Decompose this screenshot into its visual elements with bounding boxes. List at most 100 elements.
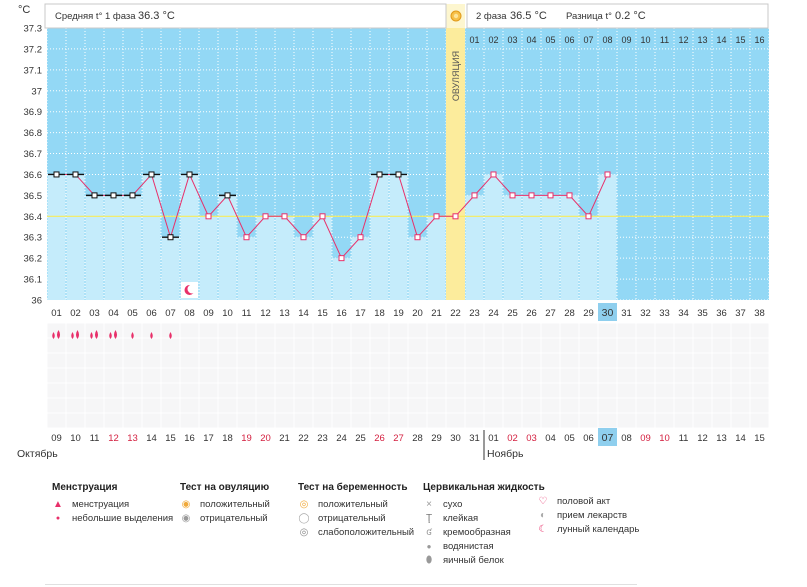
legend-menstruation-title: Менструация (52, 482, 118, 493)
cycle-day-label: 01 (51, 308, 62, 319)
calendar-date-label: 22 (298, 433, 309, 444)
phase2-day-label: 06 (564, 35, 574, 45)
calendar-date-label: 12 (697, 433, 708, 444)
negative-test-icon: ◉ (181, 513, 191, 524)
temp-point (338, 255, 345, 262)
temp-bar (408, 237, 427, 300)
dry-icon: × (426, 499, 432, 510)
watery-icon: ● (426, 542, 432, 551)
temp-point (243, 234, 250, 241)
cycle-day-label: 34 (678, 308, 689, 319)
legend-menstruation: Менструация ▲ менструация ● небольшие выде… (52, 482, 173, 526)
legend-item: водянистая (443, 541, 494, 552)
phase2-day-label: 12 (678, 35, 688, 45)
temp-point (148, 171, 155, 178)
phase2-day-label: 15 (735, 35, 745, 45)
heavy-flow-icon: ▲ (53, 499, 63, 510)
phase2-day-label: 09 (621, 35, 631, 45)
temp-point (262, 213, 269, 220)
legend-item: менструация (72, 499, 130, 510)
temp-bar (104, 195, 123, 300)
temp-point (186, 171, 193, 178)
bbt-chart: ОВУЛЯЦИЯ 37.3 37.2 37.1 37 36.9 36.8 36.7 36.6 3… (17, 3, 770, 460)
cycle-day-label: 08 (184, 308, 195, 319)
calendar-date-label: 10 (659, 433, 670, 444)
calendar-date-label: 13 (716, 433, 727, 444)
calendar-date-label: 09 (51, 433, 62, 444)
phase2-day-label: 01 (469, 35, 479, 45)
temp-bar (484, 174, 503, 300)
legend-item: кремообразная (443, 527, 511, 538)
heavy-flow-icon (90, 332, 93, 339)
temp-bar (199, 216, 218, 300)
pregnancy-positive-icon: ◎ (299, 499, 309, 510)
y-tick-label: 37.3 (24, 24, 43, 35)
positive-test-icon: ◉ (181, 499, 191, 510)
cycle-day-label: 35 (697, 308, 708, 319)
calendar-date-label: 10 (70, 433, 81, 444)
light-flow-icon (169, 332, 172, 339)
heavy-flow-icon (95, 330, 98, 339)
phase2-day-label: 10 (640, 35, 650, 45)
legend-item: половой акт (557, 496, 611, 507)
y-tick-label: 36.9 (24, 107, 43, 118)
legend-item: небольшие выделения (72, 513, 174, 524)
temp-point (281, 213, 288, 220)
calendar-date-label: 14 (146, 433, 157, 444)
legend-item: положительный (200, 499, 270, 510)
calendar-date-label: 31 (469, 433, 480, 444)
temp-bar (351, 237, 370, 300)
diff-value: 0.2 °C (615, 10, 646, 22)
legend-item: отрицательный (200, 513, 268, 524)
calendar-date-label: 25 (355, 433, 366, 444)
temp-bar (66, 174, 85, 300)
calendar-date-label: 13 (127, 433, 138, 444)
legend-item: слабоположительный (318, 527, 415, 538)
cycle-day-label: 05 (127, 308, 138, 319)
heavy-flow-icon (114, 330, 117, 339)
calendar-date-label: 14 (735, 433, 746, 444)
calendar-date-label: 01 (488, 433, 499, 444)
legend-cervical-title: Цервикальная жидкость (423, 482, 545, 493)
temp-point (129, 192, 136, 199)
phase2-day-label: 13 (697, 35, 707, 45)
axis-unit: °C (18, 4, 30, 16)
temp-bar (180, 174, 199, 300)
phase2-label: 2 фаза (476, 11, 507, 22)
temp-bar (275, 216, 294, 300)
y-tick-label: 37 (31, 86, 42, 97)
temp-bar (294, 237, 313, 300)
cycle-day-label: 06 (146, 308, 157, 319)
phase2-day-label: 04 (526, 35, 536, 45)
cycle-day-label: 31 (621, 308, 632, 319)
temp-point (433, 213, 440, 220)
heavy-flow-icon (57, 330, 60, 339)
legend-pregnancy-test-title: Тест на беременность (298, 482, 408, 493)
temp-bar (427, 216, 446, 300)
calendar-date-label: 04 (545, 433, 556, 444)
legend-pregnancy-test: Тест на беременность ◎ положительный ◯ отр… (298, 482, 414, 540)
cycle-day-label: 30 (602, 307, 614, 319)
cycle-day-label: 10 (222, 308, 233, 319)
sticky-icon: Ţ (425, 513, 433, 524)
temp-bar (332, 258, 351, 300)
diff-label: Разница t° (566, 11, 612, 22)
heavy-flow-icon (109, 332, 112, 339)
temp-bar (389, 174, 408, 300)
phase2-day-label: 07 (583, 35, 593, 45)
month-label: Октябрь (17, 448, 58, 460)
y-tick-label: 36.3 (24, 233, 43, 244)
legend: Менструация ▲ менструация ● небольшие выде… (45, 474, 639, 585)
calendar-date-label: 24 (336, 433, 347, 444)
pill-icon: ◐ (539, 510, 547, 521)
y-tick-label: 36.2 (24, 254, 43, 265)
cycle-day-label: 26 (526, 308, 537, 319)
cycle-day-label: 17 (355, 308, 366, 319)
legend-item: прием лекарств (557, 510, 628, 521)
temp-bar (541, 195, 560, 300)
temp-bar (256, 216, 275, 300)
creamy-icon: ʛ (426, 527, 432, 538)
temp-point (509, 192, 516, 199)
heavy-flow-icon (76, 330, 79, 339)
header-phase1-box (44, 3, 447, 29)
